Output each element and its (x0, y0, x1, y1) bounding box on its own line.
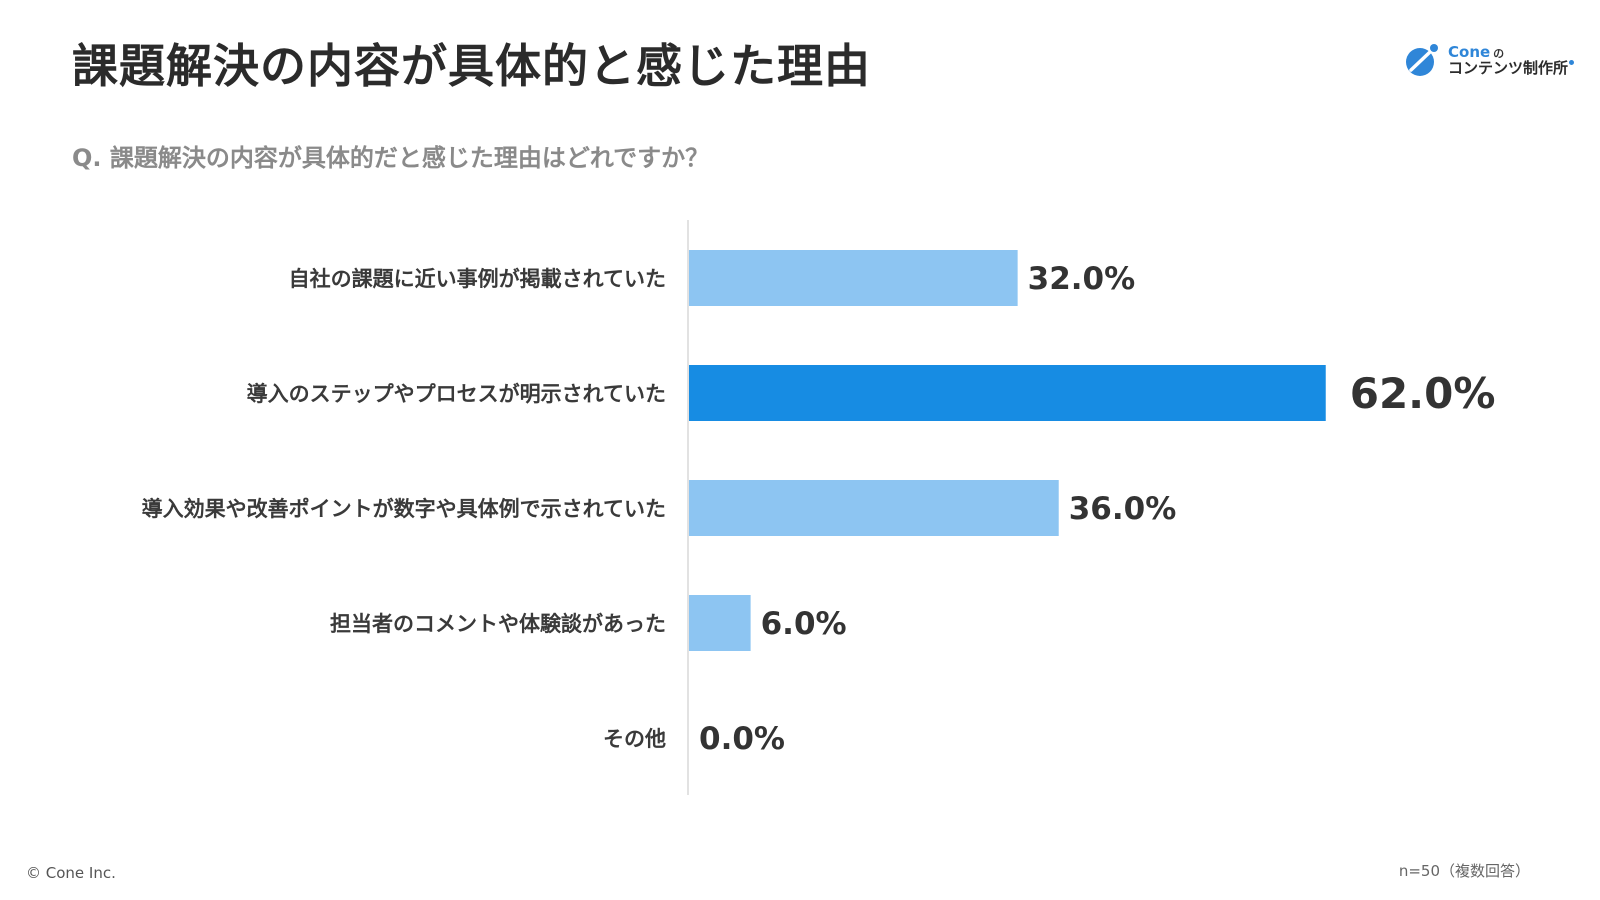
brand-logo: Cone の コンテンツ制作所 (1404, 42, 1575, 78)
page-title: 課題解決の内容が具体的と感じた理由 (72, 39, 871, 93)
bar (689, 250, 1018, 306)
category-label: 自社の課題に近い事例が掲載されていた (289, 267, 666, 291)
value-label: 62.0% (1350, 369, 1496, 418)
logo-brand-suffix: の (1493, 46, 1505, 60)
logo-dot-icon (1569, 60, 1575, 65)
logo-subtitle: コンテンツ制作所 (1448, 59, 1569, 77)
value-label: 0.0% (699, 721, 785, 757)
survey-question: Q. 課題解決の内容が具体的だと感じた理由はどれですか？ (72, 144, 710, 172)
logo-brand-text: Cone (1448, 42, 1491, 61)
category-label: 導入効果や改善ポイントが数字や具体例で示されていた (142, 497, 666, 521)
bar (689, 365, 1326, 421)
category-label: 導入のステップやプロセスが明示されていた (247, 382, 666, 406)
bar (689, 480, 1059, 536)
sample-size-note: n=50（複数回答） (1398, 862, 1530, 880)
category-label: 担当者のコメントや体験談があった (330, 612, 666, 636)
value-label: 36.0% (1069, 491, 1177, 527)
cone-logo-icon (1406, 44, 1438, 76)
copyright-text: © Cone Inc. (26, 864, 116, 882)
bar (689, 595, 751, 651)
value-label: 32.0% (1028, 261, 1136, 297)
category-label: その他 (603, 727, 666, 751)
value-label: 6.0% (761, 606, 847, 642)
